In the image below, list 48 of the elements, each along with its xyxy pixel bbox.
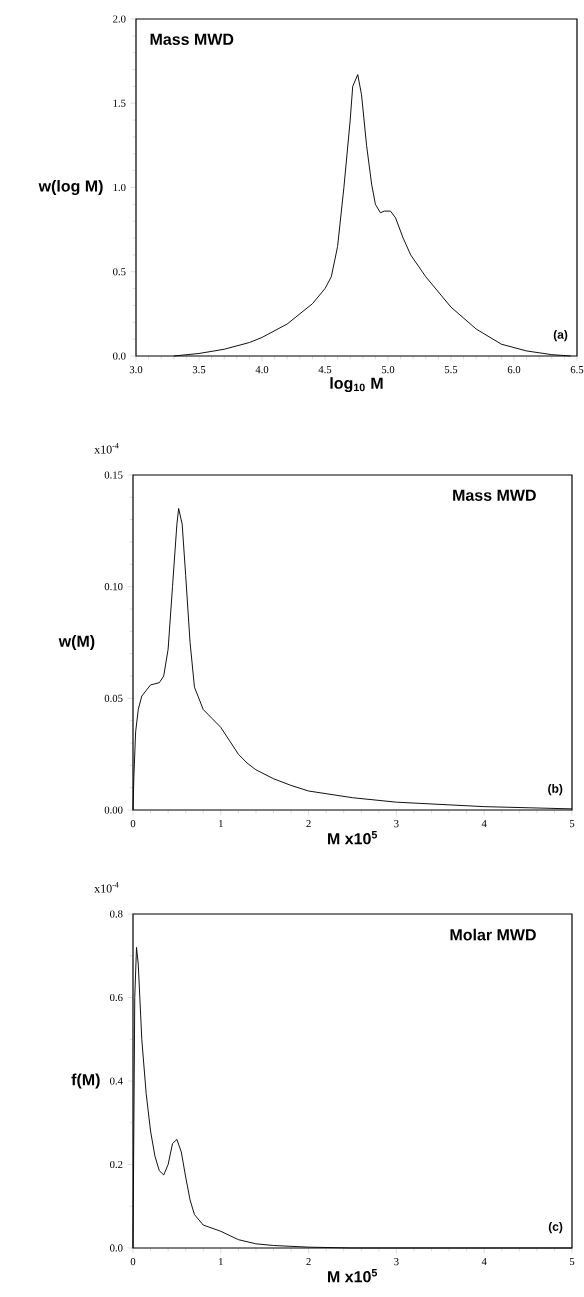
- x-tick-label: 0: [130, 820, 136, 828]
- y-tick-label: 0.0: [110, 1244, 123, 1252]
- y-tick-label: 0.2: [110, 1160, 123, 1169]
- annotation: (c): [548, 1222, 563, 1234]
- x-tick-label: 4: [481, 820, 487, 828]
- text: Molar MWD: [450, 928, 536, 941]
- text: Mass MWD: [453, 489, 536, 501]
- y-tick-label: 0.15: [104, 471, 123, 479]
- y-tick-label: 2.0: [113, 15, 126, 23]
- y-tick-label: 1.0: [113, 183, 126, 192]
- y-tick-label: 0.6: [110, 993, 123, 1002]
- text: x10$^{-4}$: [94, 882, 119, 893]
- y-tick-label: 1.5: [113, 99, 126, 107]
- x-tick-label: 3: [394, 1258, 399, 1266]
- x-tick-label: 1: [219, 820, 223, 828]
- x-axis-title: M x10$^{5}$: [328, 1269, 378, 1283]
- x-tick-label: 1: [219, 1258, 223, 1266]
- annotation: (a): [553, 329, 568, 342]
- x-tick-label: 5.0: [381, 366, 395, 374]
- y-tick-label: 0.00: [104, 806, 123, 814]
- x-tick-label: 2: [306, 1258, 311, 1266]
- x-tick-label: 4: [481, 1258, 487, 1266]
- y-axis-title: f(M): [71, 1073, 100, 1089]
- x-tick-label: 3.0: [129, 366, 143, 374]
- y-axis-title: w(M): [58, 635, 95, 650]
- text: Mass MWD: [150, 33, 234, 45]
- x-axis-title: log$_{10}$ M: [330, 377, 383, 393]
- x-axis-title: M x10$^{5}$: [328, 831, 378, 845]
- x-tick-label: 5: [569, 820, 575, 828]
- y-tick-label: 0.10: [104, 583, 123, 591]
- y-tick-label: 0.8: [110, 910, 123, 918]
- x-tick-label: 2: [306, 820, 311, 828]
- y-tick-label: 0.05: [104, 694, 123, 702]
- x-tick-label: 3.5: [192, 366, 206, 374]
- text: x10$^{-4}$: [94, 443, 119, 454]
- x-tick-label: 5: [569, 1258, 575, 1266]
- x-tick-label: 4.0: [255, 366, 269, 374]
- x-tick-label: 0: [130, 1258, 136, 1266]
- y-tick-label: 0.0: [113, 352, 126, 360]
- x-tick-label: 6.0: [507, 366, 521, 374]
- annotation: (b): [548, 784, 563, 796]
- x-tick-label: 4.5: [318, 366, 332, 374]
- x-tick-label: 3: [394, 820, 399, 828]
- x-tick-label: 6.5: [570, 366, 584, 374]
- y-axis-title: w(log M): [38, 180, 103, 195]
- y-tick-label: 0.5: [113, 268, 126, 276]
- x-tick-label: 5.5: [444, 366, 458, 374]
- y-tick-label: 0.4: [110, 1077, 123, 1085]
